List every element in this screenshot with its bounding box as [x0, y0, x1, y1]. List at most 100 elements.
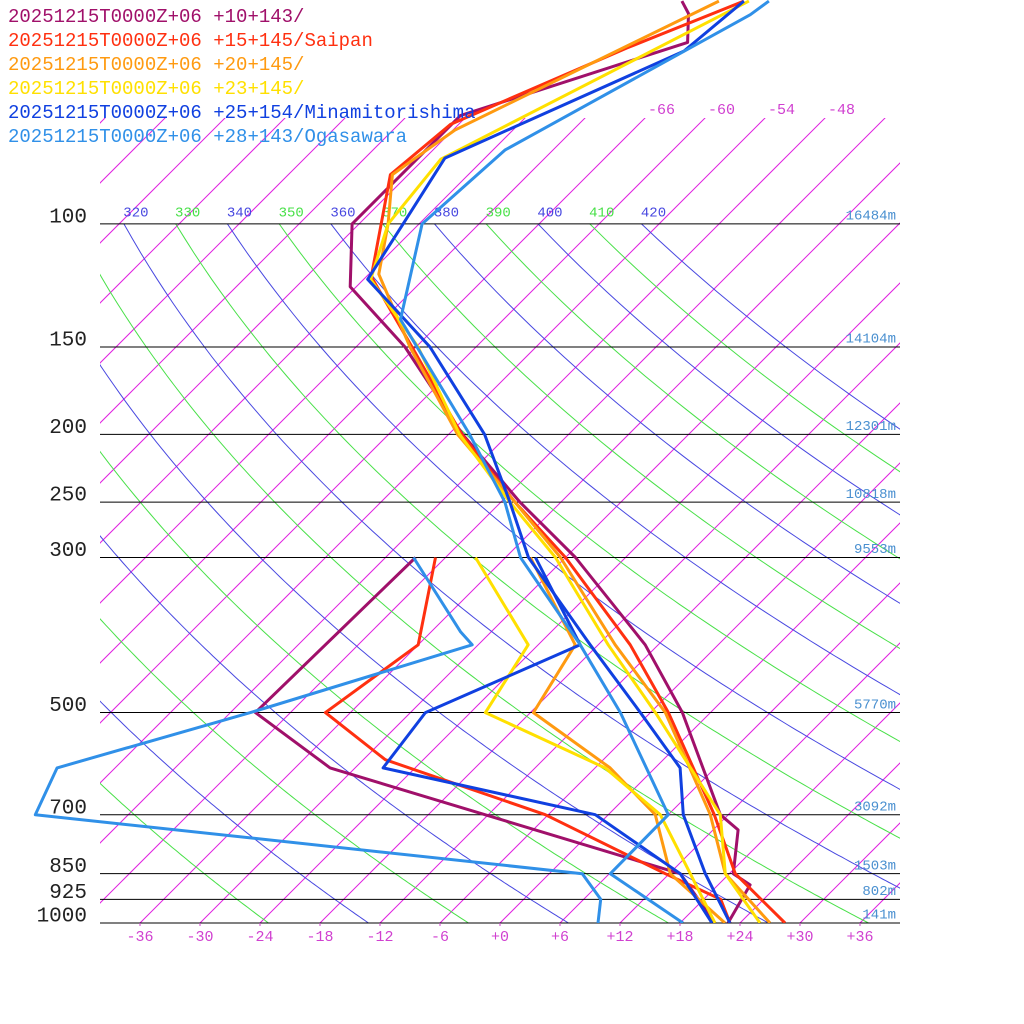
pressure-label: 700 [49, 797, 87, 820]
isotherm [499, 522, 900, 923]
height-label: 16484m [846, 209, 896, 225]
legend-entry: 20251215T0000Z+06 +28+143/Ogasawara [8, 126, 407, 148]
dry-adiabat [433, 224, 900, 604]
isotherm [100, 118, 646, 664]
isotherm [199, 222, 900, 923]
isotherm [100, 118, 706, 724]
x-tick-label: -18 [306, 929, 333, 946]
dry-adiabat [100, 782, 269, 923]
isotherm [100, 118, 526, 544]
temperature-line [366, 0, 745, 923]
isotherm [100, 118, 586, 604]
isotherm [100, 118, 886, 904]
dry-adiabat [175, 224, 900, 839]
pressure-label: 500 [49, 695, 87, 718]
isotherm [100, 118, 406, 424]
x-tick-label: -24 [246, 929, 273, 946]
dry-adiabat [537, 224, 900, 516]
isotherm [619, 642, 900, 923]
legend-entry: 20251215T0000Z+06 +25+154/Minamitorishim… [8, 102, 475, 124]
isotherm [100, 118, 346, 364]
theta-label: 330 [175, 206, 200, 222]
isotherm-label: -60 [708, 102, 735, 119]
isotherm-label: -48 [828, 102, 855, 119]
x-tick-label: +18 [666, 929, 693, 946]
theta-label: 410 [589, 206, 614, 222]
dry-adiabat [382, 224, 900, 650]
dewpoint-line [33, 556, 603, 923]
x-tick-label: +6 [551, 929, 569, 946]
isotherm [100, 118, 286, 304]
pressure-label: 100 [49, 206, 87, 229]
height-label: 12301m [846, 419, 896, 435]
profiles [33, 0, 787, 923]
legend-entry: 20251215T0000Z+06 +15+145/Saipan [8, 30, 373, 52]
x-tick-label: +0 [491, 929, 509, 946]
isotherm [259, 282, 900, 923]
theta-label: 420 [641, 206, 666, 222]
dewpoint-line [529, 556, 727, 923]
pressure-label: 250 [49, 485, 87, 508]
theta-label: 340 [227, 206, 252, 222]
theta-label: 360 [330, 206, 355, 222]
height-label: 141m [862, 908, 896, 924]
isotherm [139, 162, 900, 923]
x-tick-label: +24 [726, 929, 753, 946]
dry-adiabat [100, 273, 869, 923]
height-label: 1503m [854, 858, 896, 874]
pressure-label: 925 [49, 882, 87, 905]
isotherm [100, 118, 466, 484]
height-label: 3092m [854, 799, 896, 815]
temperature-line [377, 0, 772, 923]
x-tick-label: +30 [786, 929, 813, 946]
dewpoint-line [474, 556, 717, 923]
height-label: 10818m [846, 487, 896, 503]
legend-entry: 20251215T0000Z+06 +23+145/ [8, 78, 304, 100]
pressure-label: 850 [49, 856, 87, 879]
height-label: 802m [862, 884, 896, 900]
x-tick-label: -30 [186, 929, 213, 946]
dry-adiabat [100, 535, 569, 923]
theta-label: 320 [123, 206, 148, 222]
pressure-label: 300 [49, 540, 87, 563]
isotherm-label: -66 [648, 102, 675, 119]
isotherm [679, 702, 900, 923]
legend: 20251215T0000Z+06 +10+143/20251215T0000Z… [8, 6, 475, 148]
dry-adiabat [123, 224, 900, 889]
dry-adiabat [100, 700, 369, 923]
temperature-line [348, 0, 752, 923]
dry-adiabat [485, 224, 900, 560]
x-tick-label: -12 [366, 929, 393, 946]
dry-adiabat [278, 224, 900, 743]
x-tick-label: +12 [606, 929, 633, 946]
isotherm [739, 762, 900, 923]
theta-label: 400 [537, 206, 562, 222]
isotherm [379, 402, 900, 923]
x-tick-label: -36 [126, 929, 153, 946]
theta-label: 350 [279, 206, 304, 222]
pressure-label: 200 [49, 417, 87, 440]
pressure-label: 1000 [37, 906, 87, 929]
isotherm [100, 118, 226, 244]
dry-adiabat [330, 224, 900, 696]
height-label: 14104m [846, 332, 896, 348]
theta-label: 390 [486, 206, 511, 222]
isotherm-label: -54 [768, 102, 795, 119]
isotherm [100, 118, 826, 844]
height-label: 5770m [854, 697, 896, 713]
x-tick-label: -6 [431, 929, 449, 946]
isotherm [439, 462, 900, 923]
temperature-line [369, 0, 762, 923]
height-label: 9553m [854, 542, 896, 558]
pressure-label: 150 [49, 330, 87, 353]
dry-adiabat [100, 450, 669, 923]
isotherm [100, 118, 766, 784]
legend-entry: 20251215T0000Z+06 +20+145/ [8, 54, 304, 76]
x-tick-label: +36 [846, 929, 873, 946]
dry-adiabat [100, 618, 469, 923]
temperature-line [399, 0, 770, 923]
legend-entry: 20251215T0000Z+06 +10+143/ [8, 6, 304, 28]
dry-adiabat [226, 224, 900, 790]
